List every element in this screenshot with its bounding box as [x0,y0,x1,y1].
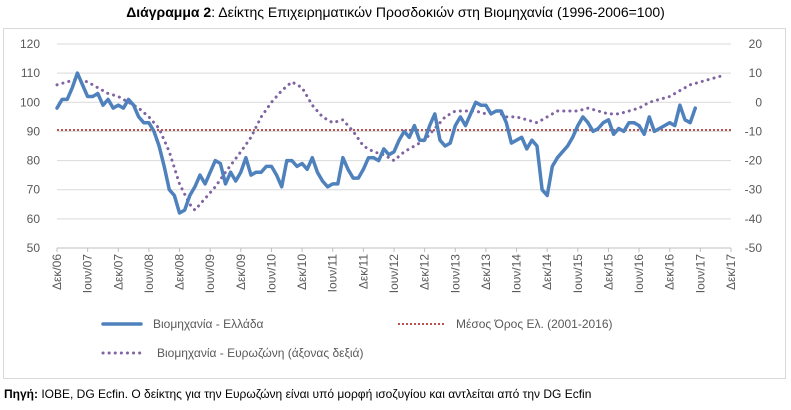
x-tick-label: Δεκ/11 [356,254,370,289]
x-tick-label: Δεκ/14 [540,254,554,290]
y-right-tick-label: -50 [745,241,763,255]
y-axis-right: 20 10 0 -10 -20 -30 -40 -50 [745,37,763,255]
legend-label-2: Βιομηχανία - Ευρωζώνη (άξονας δεξιά) [157,346,363,360]
legend-label-0: Βιομηχανία - Ελλάδα [153,317,264,331]
x-tick-label: Δεκ/13 [479,254,493,290]
y-right-tick-label: -40 [745,212,763,226]
x-tick-label: Ιουν/14 [510,254,524,294]
x-tick-label: Δεκ/15 [601,254,615,290]
y-right-tick-label: 0 [755,95,762,109]
x-tick-label: Ιουν/15 [571,254,585,294]
x-tick-label: Ιουν/09 [203,254,217,294]
y-right-tick-label: -10 [745,124,763,138]
x-axis: Δεκ/06 Ιουν/07 Δεκ/07 Ιουν/08 Δεκ/08 Ιουν/09 Δ… [50,247,738,294]
x-tick-label: Δεκ/07 [111,254,125,290]
x-tick-label: Δεκ/10 [295,254,309,290]
legend-label-1: Μέσος Όρος Ελ. (2001-2016) [456,317,613,331]
y-left-tick-label: 110 [21,66,40,80]
y-left-tick-label: 100 [20,95,40,109]
x-tick-label: Ιουν/16 [632,254,646,294]
chart-title-text: : Δείκτης Επιχειρηματικών Προσδοκιών στη… [211,4,665,20]
y-left-tick-label: 50 [27,241,41,255]
x-tick-label: Ιουν/10 [264,254,278,294]
y-left-tick-label: 70 [27,183,41,197]
chart-title-bold: Διάγραμμα 2 [126,4,212,20]
legend: Βιομηχανία - Ελλάδα Μέσος Όρος Ελ. (2001-… [101,317,613,360]
x-tick-label: Δεκ/09 [234,254,248,290]
y-axis-left: 120 110 100 90 80 70 60 50 [20,37,40,255]
y-left-tick-label: 120 [20,37,40,51]
x-tick-label: Δεκ/16 [663,254,677,290]
x-tick-label: Δεκ/08 [173,254,187,290]
x-tick-label: Δεκ/06 [50,254,64,290]
series-line-2 [55,74,723,212]
source-note: Πηγή: ΙΟΒΕ, DG Ecfin. Ο δείκτης για την … [4,387,591,401]
x-tick-label: Ιουν/11 [326,254,340,293]
source-text: ΙΟΒΕ, DG Ecfin. Ο δείκτης για την Ευρωζώ… [38,387,592,401]
x-tick-label: Ιουν/07 [81,254,95,294]
y-right-tick-label: -30 [745,183,763,197]
y-right-tick-label: 20 [749,37,763,51]
source-label: Πηγή: [4,387,38,401]
y-left-tick-label: 90 [27,124,41,138]
y-right-tick-label: -20 [745,154,763,168]
x-tick-label: Δεκ/12 [418,254,432,290]
chart-frame [3,28,786,379]
y-left-tick-label: 60 [27,212,41,226]
x-tick-label: Ιουν/08 [142,254,156,294]
x-tick-label: Ιουν/12 [387,254,401,294]
series-line-0 [55,71,698,215]
x-tick-label: Δεκ/17 [724,254,738,290]
chart-title: Διάγραμμα 2: Δείκτης Επιχειρηματικών Προ… [0,4,791,20]
series-group [55,71,731,215]
y-left-tick-label: 80 [27,154,41,168]
y-right-tick-label: 10 [749,66,763,80]
x-tick-label: Ιουν/17 [693,254,707,294]
x-tick-label: Ιουν/13 [448,254,462,294]
